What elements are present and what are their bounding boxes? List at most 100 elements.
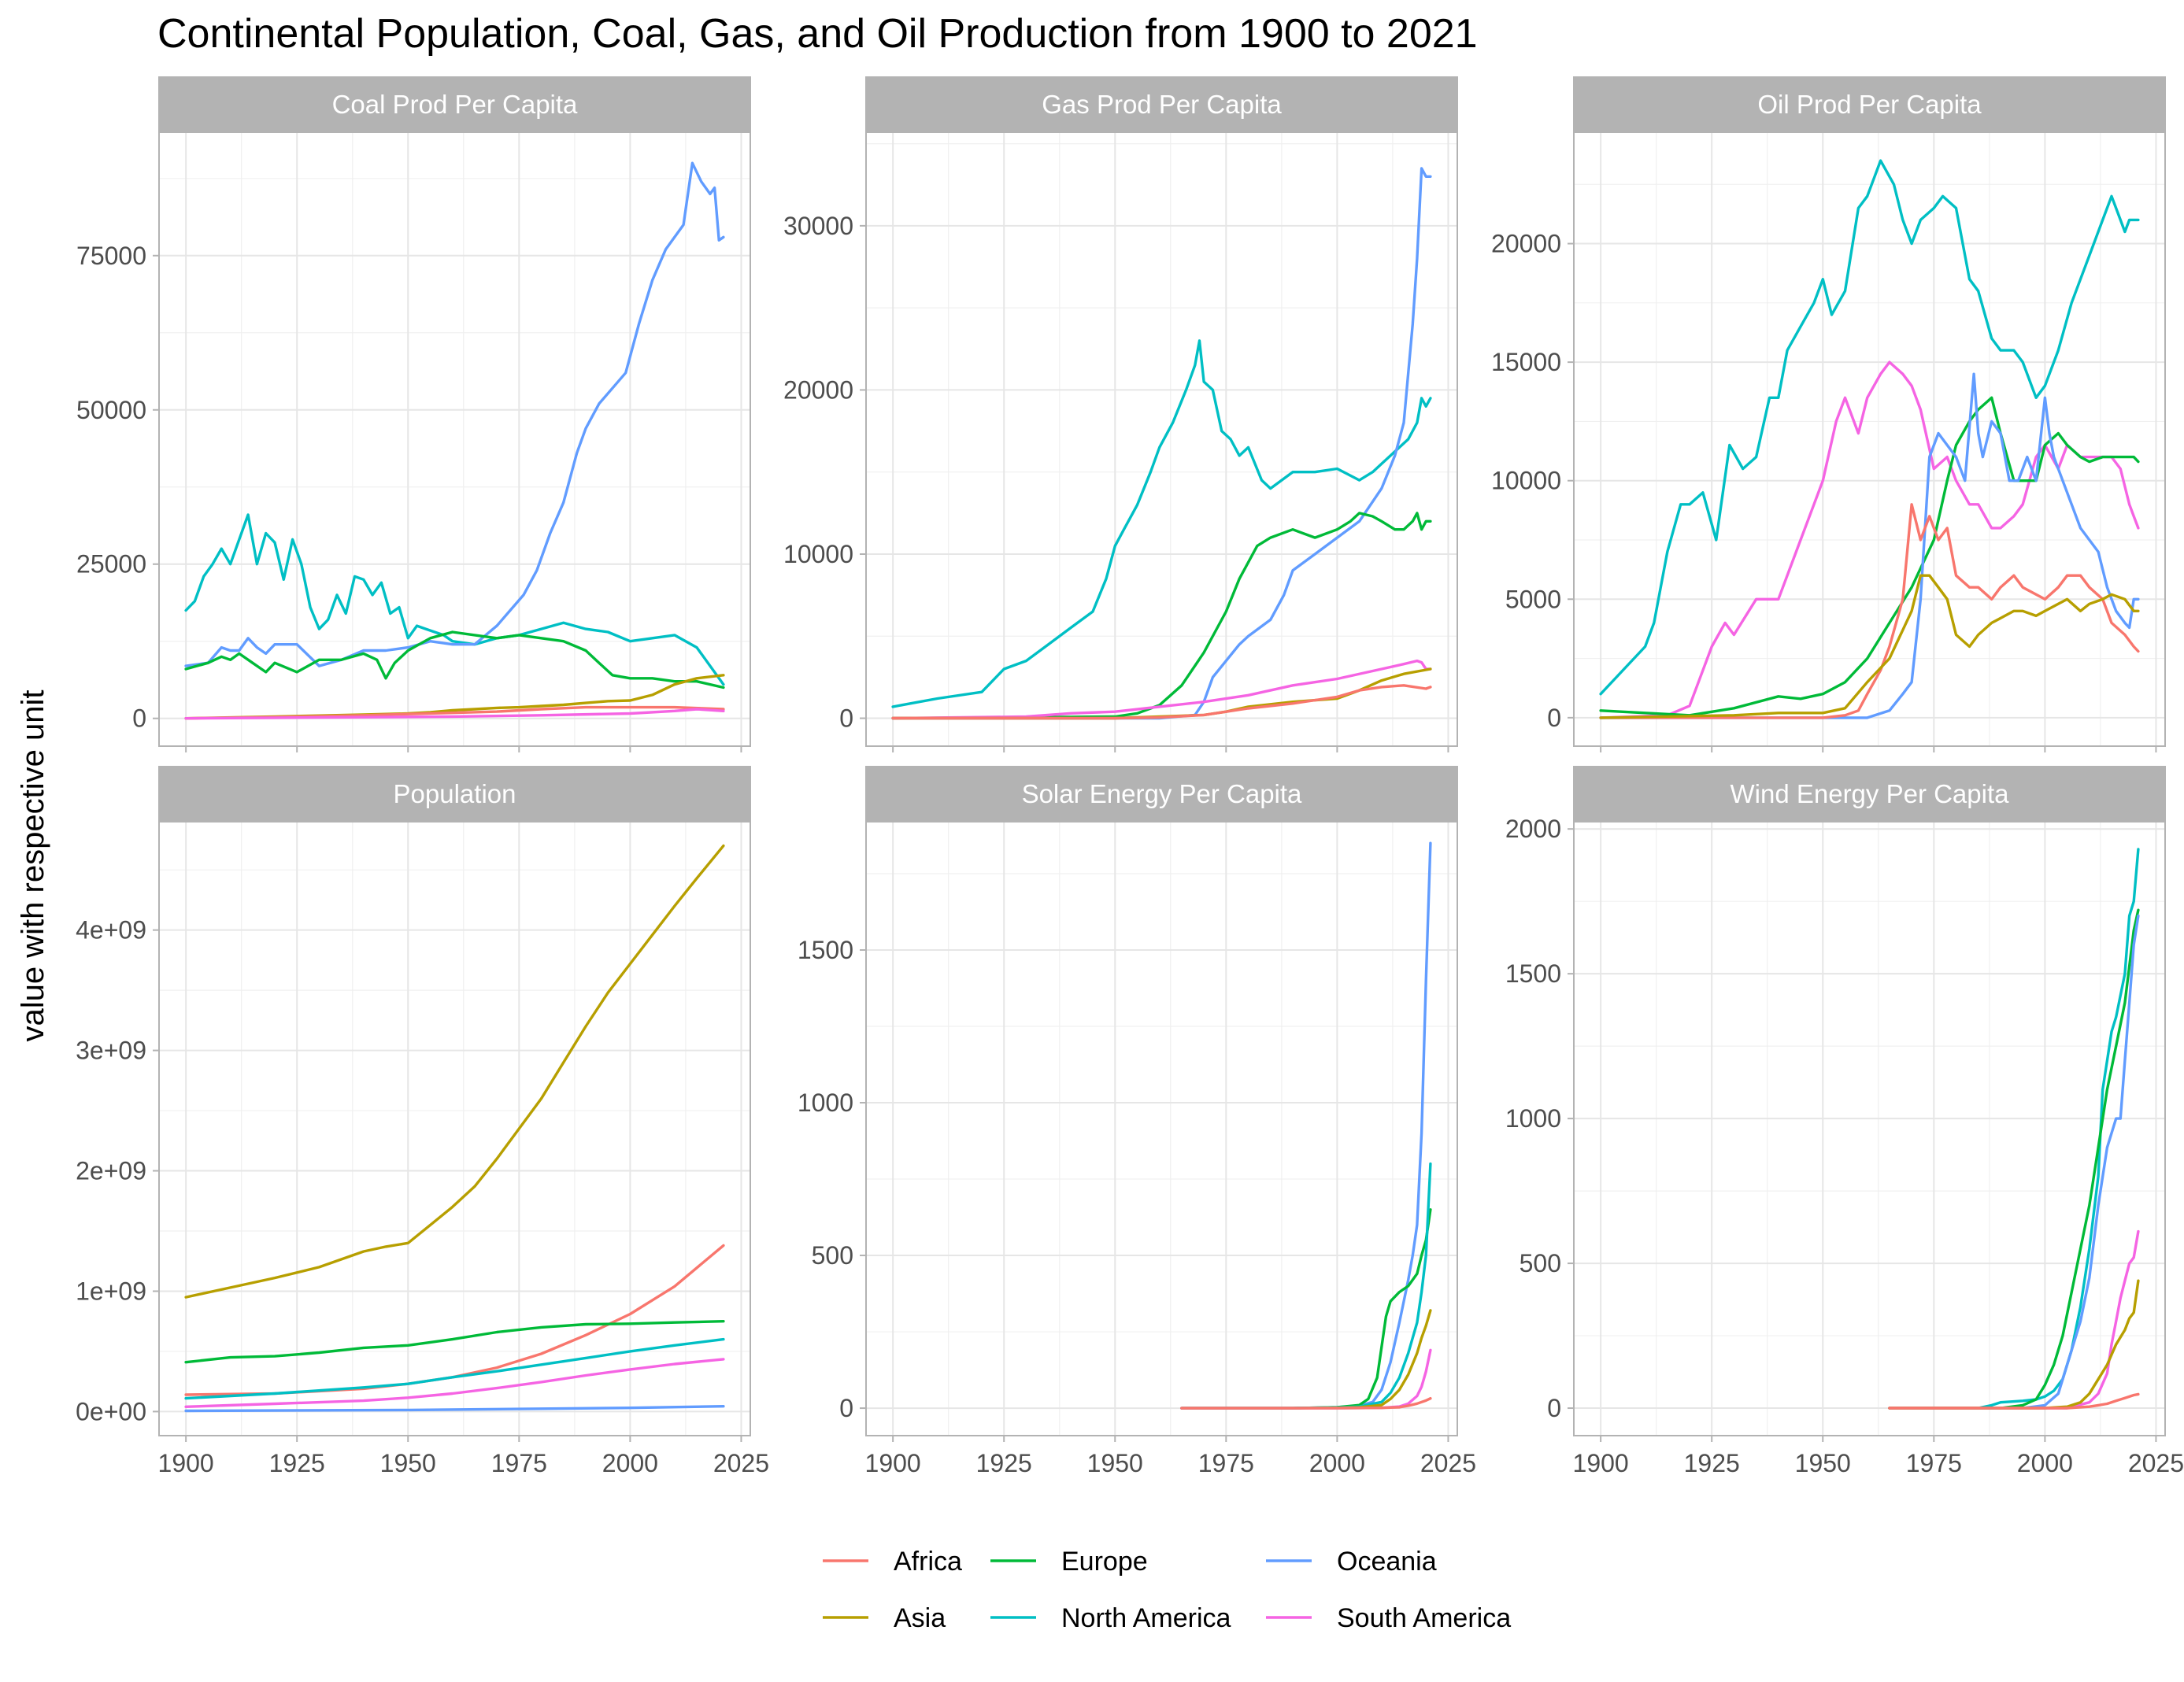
series-line-europe <box>1888 908 2140 1410</box>
legend-label: North America <box>1061 1603 1231 1633</box>
strip-label: Oil Prod Per Capita <box>1757 90 1982 119</box>
y-tick-label: 1500 <box>1505 959 1561 988</box>
series-line-north-america <box>184 513 725 686</box>
series-line-africa <box>184 705 725 720</box>
gridlines <box>1574 132 2165 746</box>
strip-label: Gas Prod Per Capita <box>1042 90 1282 119</box>
legend-label: Oceania <box>1337 1547 1437 1577</box>
legend-item-europe: Europe <box>990 1547 1148 1577</box>
x-tick-label: 2000 <box>602 1449 658 1477</box>
strip-background <box>158 766 751 823</box>
y-axis-title: value with respective unit <box>16 690 50 1042</box>
y-tick-label: 20000 <box>1491 230 1561 258</box>
x-tick-label: 2000 <box>2017 1449 2073 1477</box>
series-line-asia <box>184 844 725 1299</box>
y-tick-label: 0 <box>1547 1394 1561 1422</box>
x-tick-label: 2025 <box>2128 1449 2184 1477</box>
x-axis: 1900 1925 1950 1975 2000 2025 <box>158 1436 769 1477</box>
y-axis: 0 500 1000 1500 2000 <box>1505 815 1574 1422</box>
series-line-oceania <box>184 161 725 667</box>
series-lines <box>1180 841 1432 1410</box>
y-tick-label: 500 <box>1520 1249 1561 1277</box>
x-tick-label: 1975 <box>1906 1449 1962 1477</box>
x-axis: 1900 1925 1950 1975 2000 2025 <box>865 1436 1476 1477</box>
series-lines <box>891 167 1432 720</box>
series-line-north-america <box>891 339 1432 708</box>
x-tick-label: 1925 <box>269 1449 325 1477</box>
y-tick-label: 0 <box>132 704 146 733</box>
series-line-africa <box>1599 503 2140 719</box>
x-tick-label: 1950 <box>1795 1449 1851 1477</box>
y-tick-label: 0 <box>839 1394 853 1422</box>
y-tick-label: 50000 <box>76 396 146 424</box>
series-line-south-america <box>1599 360 2140 719</box>
x-tick-label: 1925 <box>976 1449 1032 1477</box>
x-tick-label: 2025 <box>713 1449 769 1477</box>
strip-background <box>158 76 751 133</box>
legend-label: Europe <box>1061 1547 1148 1577</box>
panel-coal-prod-per-capita: Coal Prod Per Capita 0 25000 50000 75000 <box>76 76 751 752</box>
panel-background <box>866 132 1457 746</box>
y-axis: 0 500 1000 1500 <box>798 936 866 1422</box>
series-line-europe <box>1599 396 2140 717</box>
x-tick-label: 1900 <box>158 1449 214 1477</box>
panel-background <box>1574 132 2165 746</box>
series-lines <box>1888 848 2140 1410</box>
series-line-europe <box>891 512 1432 720</box>
x-tick-label: 1950 <box>380 1449 436 1477</box>
strip-background <box>1573 766 2166 823</box>
series-line-north-america <box>184 1337 725 1400</box>
strip-background <box>865 76 1458 133</box>
y-tick-label: 0 <box>839 704 853 733</box>
legend: Africa Asia Europe North America Oceania Sout… <box>823 1547 1511 1633</box>
panel-background <box>159 132 750 746</box>
gridlines <box>1574 822 2165 1436</box>
legend-item-south-america: South America <box>1266 1603 1511 1633</box>
y-axis: 0 10000 20000 30000 <box>783 212 866 733</box>
y-tick-label: 10000 <box>1491 467 1561 495</box>
series-line-africa <box>1180 1396 1432 1410</box>
panel-wind-energy-per-capita: Wind Energy Per Capita050010001500200019… <box>1505 766 2184 1477</box>
y-tick-label: 20000 <box>783 375 853 404</box>
legend-label: Africa <box>894 1547 962 1577</box>
series-line-south-america <box>1888 1229 2140 1410</box>
series-lines <box>1599 159 2140 719</box>
x-tick-label: 1975 <box>491 1449 547 1477</box>
series-line-oceania <box>1599 372 2140 719</box>
y-tick-label: 25000 <box>76 550 146 579</box>
legend-item-north-america: North America <box>990 1603 1231 1633</box>
y-tick-label: 10000 <box>783 540 853 568</box>
y-axis: 0e+00 1e+09 2e+09 3e+09 4e+09 <box>76 916 159 1425</box>
y-tick-label: 0e+00 <box>76 1397 146 1425</box>
y-tick-label: 15000 <box>1491 348 1561 376</box>
x-tick-label: 2025 <box>1420 1449 1476 1477</box>
y-tick-label: 0 <box>1547 704 1561 732</box>
y-tick-label: 1500 <box>798 936 853 964</box>
y-tick-label: 4e+09 <box>76 916 146 945</box>
legend-item-oceania: Oceania <box>1266 1547 1437 1577</box>
panel-background <box>866 822 1457 1436</box>
series-line-north-america <box>1888 848 2140 1410</box>
series-line-europe <box>184 1319 725 1364</box>
y-tick-label: 2e+09 <box>76 1157 146 1185</box>
x-tick-label: 1900 <box>865 1449 921 1477</box>
x-tick-label: 1925 <box>1684 1449 1740 1477</box>
series-line-north-america <box>1599 159 2140 696</box>
series-line-africa <box>891 684 1432 720</box>
x-tick-label: 1950 <box>1087 1449 1143 1477</box>
x-axis <box>1600 746 2157 752</box>
facet-panels: Coal Prod Per Capita0250005000075000Gas … <box>76 76 2184 1477</box>
panel-background <box>159 822 750 1436</box>
panel-background <box>1574 822 2165 1436</box>
legend-item-asia: Asia <box>823 1603 946 1633</box>
legend-label: Asia <box>894 1603 946 1633</box>
x-axis <box>892 746 1449 752</box>
series-line-south-america <box>891 659 1432 720</box>
series-line-south-america <box>184 708 725 720</box>
y-tick-label: 30000 <box>783 212 853 240</box>
y-axis: 0 5000 10000 15000 20000 <box>1491 230 1574 732</box>
series-line-africa <box>1888 1392 2140 1410</box>
